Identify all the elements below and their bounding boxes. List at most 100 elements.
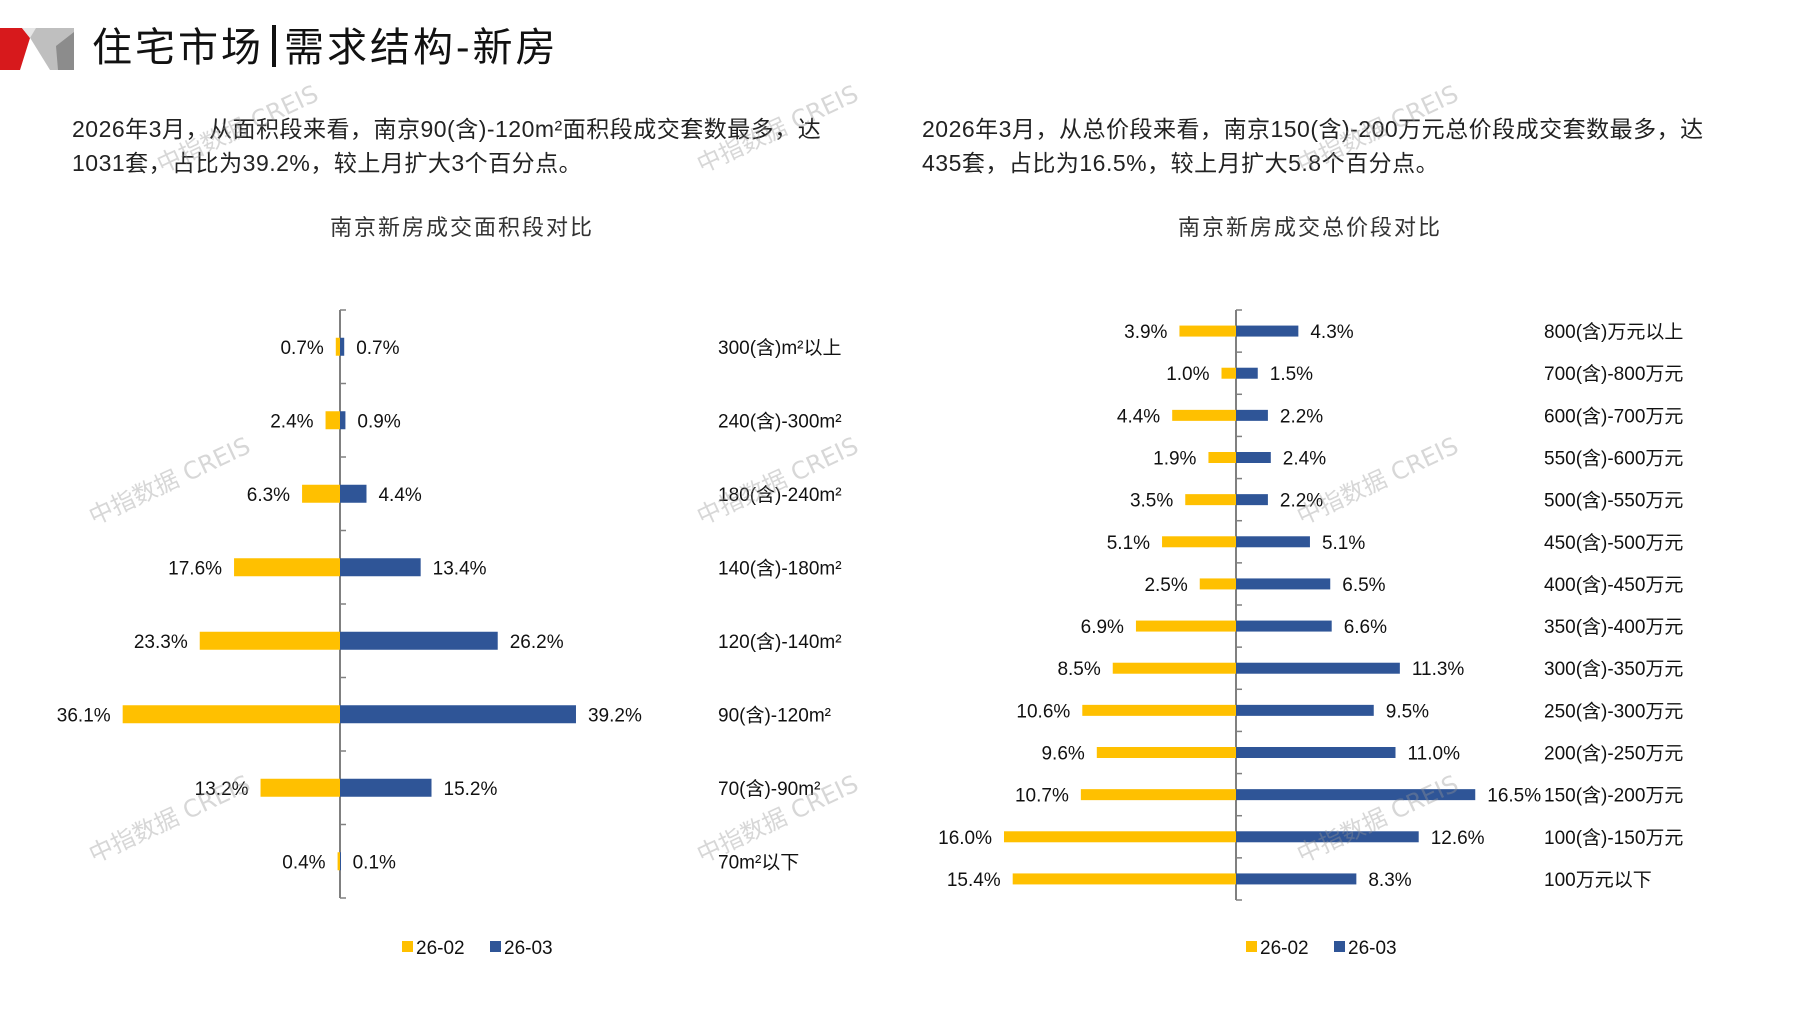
- bar-26-03: [340, 558, 421, 577]
- page-title: 住宅市场 需求结构-新房: [92, 22, 559, 74]
- category-label: 100万元以下: [1544, 870, 1652, 891]
- bar-26-03: [1236, 662, 1400, 674]
- bar-26-02: [1162, 536, 1236, 548]
- category-label: 600(含)-700万元: [1544, 405, 1683, 427]
- bar-26-02: [1199, 578, 1236, 590]
- data-label-26-02: 1.0%: [1166, 364, 1209, 385]
- data-label-26-02: 6.3%: [247, 485, 290, 506]
- data-label-26-02: 16.0%: [938, 828, 992, 849]
- legend-label-26-02: 26-02: [416, 938, 465, 959]
- bar-26-03: [340, 705, 576, 724]
- category-label: 140(含)-180m²: [718, 557, 842, 579]
- data-label-26-02: 5.1%: [1107, 533, 1150, 554]
- bar-26-03: [1236, 367, 1258, 379]
- data-label-26-03: 6.5%: [1342, 575, 1385, 596]
- legend-label-26-03: 26-03: [504, 938, 553, 959]
- bar-26-03: [1236, 831, 1419, 843]
- data-label-26-02: 0.4%: [282, 852, 325, 873]
- data-label-26-02: 3.9%: [1124, 322, 1167, 343]
- category-label: 300(含)-350万元: [1544, 658, 1683, 680]
- bar-26-02: [1012, 873, 1236, 885]
- data-label-26-03: 8.3%: [1368, 870, 1411, 891]
- data-label-26-03: 0.1%: [353, 852, 396, 873]
- bar-26-02: [337, 852, 340, 871]
- data-label-26-02: 1.9%: [1153, 449, 1196, 470]
- data-label-26-03: 26.2%: [510, 632, 564, 653]
- data-label-26-02: 4.4%: [1117, 406, 1160, 427]
- data-label-26-03: 15.2%: [444, 779, 498, 800]
- bar-26-02: [335, 337, 340, 356]
- data-label-26-02: 2.5%: [1144, 575, 1187, 596]
- category-label: 90(含)-120m²: [718, 704, 831, 726]
- category-label: 550(含)-600万元: [1544, 448, 1683, 470]
- category-label: 300(含)m²以上: [718, 337, 842, 359]
- data-label-26-03: 11.0%: [1408, 744, 1461, 765]
- data-label-26-02: 23.3%: [134, 632, 188, 653]
- bar-26-03: [1236, 704, 1374, 716]
- category-label: 350(含)-400万元: [1544, 616, 1683, 638]
- bar-26-02: [234, 558, 340, 577]
- data-label-26-03: 2.2%: [1280, 406, 1323, 427]
- data-label-26-03: 6.6%: [1344, 617, 1387, 638]
- data-label-26-02: 15.4%: [947, 870, 1001, 891]
- legend-label-26-03: 26-03: [1348, 938, 1397, 959]
- legend-swatch-26-02: [402, 941, 413, 952]
- bar-26-03: [1236, 452, 1271, 463]
- page-title-section: 住宅市场: [92, 25, 264, 71]
- data-label-26-03: 11.3%: [1412, 659, 1465, 680]
- bar-26-03: [340, 411, 346, 430]
- bar-26-02: [1221, 367, 1236, 379]
- legend-swatch-26-02: [1246, 941, 1257, 952]
- brand-logo-icon: [0, 28, 74, 70]
- bar-26-02: [1004, 831, 1236, 843]
- category-label: 250(含)-300万元: [1544, 700, 1683, 722]
- category-label: 800(含)万元以上: [1544, 321, 1683, 343]
- bar-26-03: [1236, 747, 1396, 758]
- bar-26-03: [340, 484, 367, 503]
- bar-26-02: [199, 631, 340, 650]
- data-label-26-02: 13.2%: [195, 779, 249, 800]
- description-area: 2026年3月，从面积段来看，南京90(含)-120m²面积段成交套数最多，达1…: [72, 116, 822, 176]
- bar-26-03: [1236, 873, 1357, 885]
- category-label: 100(含)-150万元: [1544, 827, 1683, 849]
- bar-26-02: [1082, 704, 1236, 716]
- legend-swatch-26-03: [1334, 941, 1345, 952]
- bar-26-02: [1096, 747, 1236, 758]
- bar-26-02: [1179, 325, 1236, 337]
- data-label-26-02: 2.4%: [270, 411, 313, 432]
- bar-26-03: [340, 337, 345, 356]
- title-separator: [272, 25, 276, 67]
- chart-title-area: 南京新房成交面积段对比: [330, 216, 595, 241]
- bar-26-03: [1236, 578, 1331, 590]
- category-label: 70(含)-90m²: [718, 778, 820, 800]
- data-label-26-03: 39.2%: [588, 705, 642, 726]
- data-label-26-03: 0.9%: [357, 411, 400, 432]
- category-label: 700(含)-800万元: [1544, 363, 1683, 385]
- data-label-26-02: 36.1%: [57, 705, 111, 726]
- bar-26-03: [340, 631, 498, 650]
- bar-26-03: [1236, 789, 1476, 801]
- bar-26-02: [1172, 409, 1236, 421]
- data-label-26-02: 3.5%: [1130, 491, 1173, 512]
- data-label-26-03: 16.5%: [1487, 786, 1541, 807]
- data-label-26-03: 5.1%: [1322, 533, 1365, 554]
- chart-title-price: 南京新房成交总价段对比: [1178, 216, 1443, 241]
- description-price: 2026年3月，从总价段来看，南京150(含)-200万元总价段成交套数最多，达…: [922, 116, 1704, 176]
- data-label-26-03: 0.7%: [356, 338, 399, 359]
- category-label: 500(含)-550万元: [1544, 490, 1683, 512]
- category-label: 180(含)-240m²: [718, 484, 842, 506]
- data-label-26-02: 9.6%: [1041, 744, 1084, 765]
- data-label-26-03: 9.5%: [1386, 701, 1429, 722]
- category-label: 200(含)-250万元: [1544, 743, 1683, 765]
- bar-26-03: [340, 852, 341, 871]
- data-label-26-03: 12.6%: [1431, 828, 1485, 849]
- bar-26-02: [260, 778, 340, 797]
- bar-26-02: [325, 411, 340, 430]
- bar-26-02: [1080, 789, 1236, 801]
- category-label: 120(含)-140m²: [718, 631, 842, 653]
- data-label-26-02: 6.9%: [1081, 617, 1124, 638]
- data-label-26-02: 10.7%: [1015, 786, 1069, 807]
- bar-26-02: [1135, 620, 1236, 632]
- bar-26-03: [1236, 620, 1332, 632]
